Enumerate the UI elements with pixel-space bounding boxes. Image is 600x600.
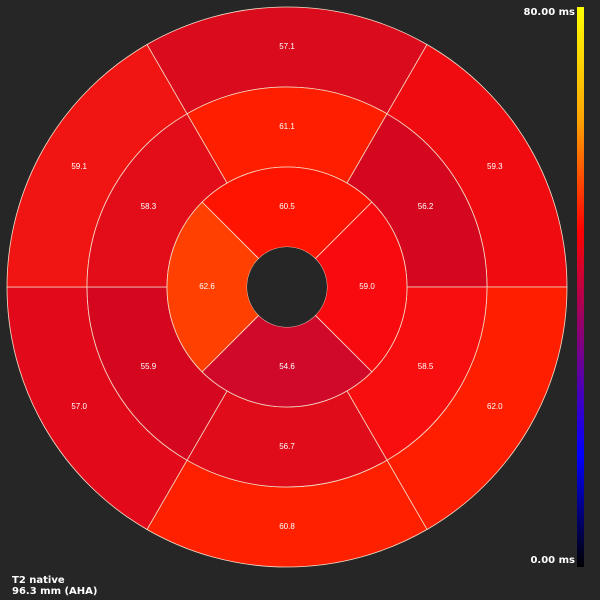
colorbar-gradient: [577, 7, 584, 567]
mid-segment-4-value: 56.7: [279, 442, 295, 451]
center-hole: [247, 247, 327, 327]
apical-segment-1-value: 60.5: [279, 202, 295, 211]
apical-segment-3-value: 54.6: [279, 362, 295, 371]
segments-layer: [6, 6, 568, 568]
mid-segment-2-value: 56.2: [418, 202, 434, 211]
outer-segment-6-value: 59.1: [71, 162, 87, 171]
mid-segment-3-value: 58.5: [418, 362, 434, 371]
map-info: T2 native 96.3 mm (AHA): [12, 575, 97, 597]
mid-segment-5-value: 55.9: [141, 362, 157, 371]
outer-segment-4-value: 60.8: [279, 522, 295, 531]
mid-segment-6-value: 58.3: [141, 202, 157, 211]
outer-segment-2-value: 59.3: [487, 162, 503, 171]
colorbar-min-label: 0.00 ms: [530, 555, 575, 566]
map-name: T2 native: [12, 575, 65, 586]
apical-segment-2-value: 59.0: [359, 282, 375, 291]
outer-segment-1-value: 57.1: [279, 42, 295, 51]
segment-labels-layer: 57.1 59.3 62.0 60.8 57.0 59.1 61.1 56.2 58.5 56.7…: [71, 42, 503, 531]
slice-info: 96.3 mm (AHA): [12, 586, 98, 597]
mid-segment-1-value: 61.1: [279, 122, 295, 131]
colorbar-max-label: 80.00 ms: [523, 7, 575, 18]
outer-segment-3-value: 62.0: [487, 402, 503, 411]
apical-segment-4-value: 62.6: [199, 282, 215, 291]
outer-segment-5-value: 57.0: [71, 402, 87, 411]
